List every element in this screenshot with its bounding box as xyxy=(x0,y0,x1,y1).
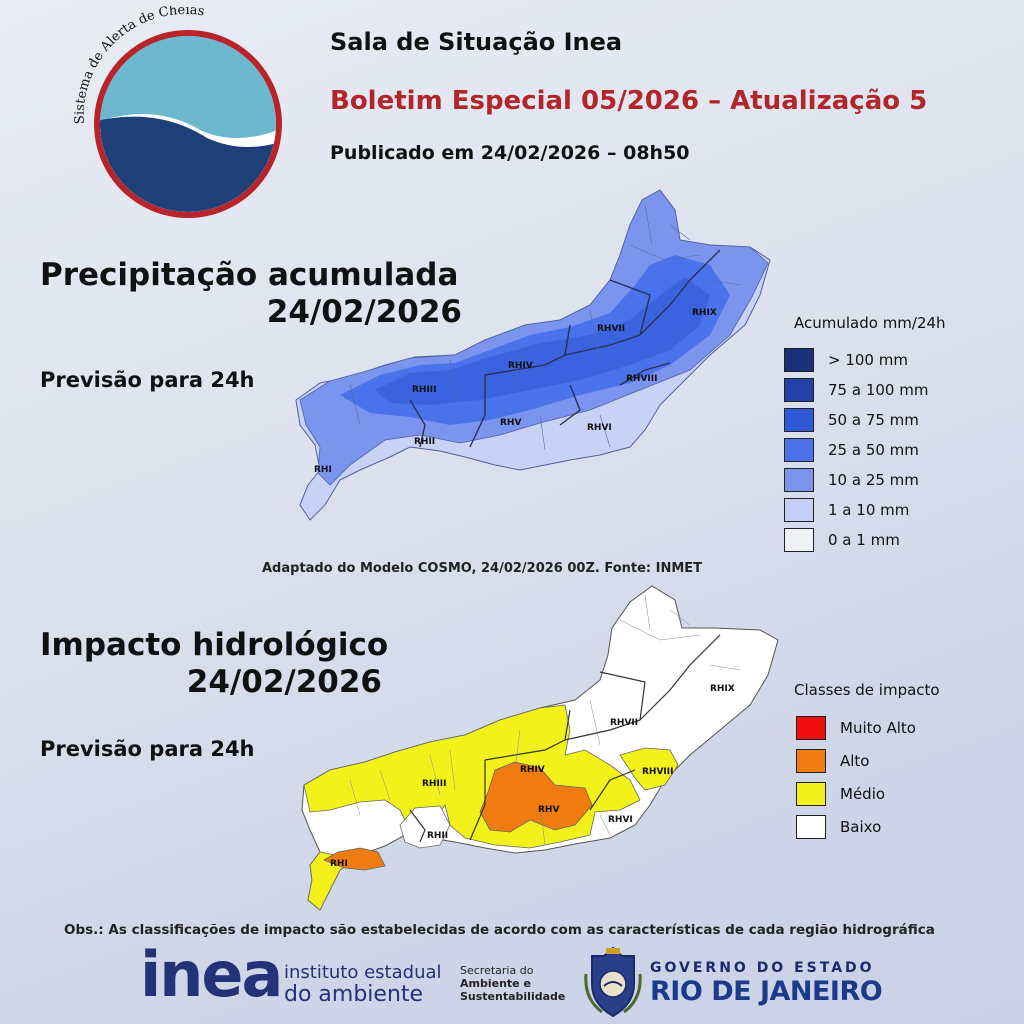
inea-subtitle-line1: instituto estadual xyxy=(284,962,442,983)
legend-swatch xyxy=(784,498,814,522)
svg-text:RHVII: RHVII xyxy=(597,324,625,334)
precipitation-map: RHI RHII RHIII RHIV RHV RHVI RHVII RHVII… xyxy=(295,189,771,521)
impact-date: 24/02/2026 xyxy=(186,664,382,700)
impact-note: Obs.: As classificações de impacto são e… xyxy=(64,922,935,938)
precipitation-forecast: Previsão para 24h xyxy=(40,368,255,392)
inea-subtitle-line2: do ambiente xyxy=(284,982,424,1007)
impact-legend-item: Baixo xyxy=(796,810,916,843)
published-date: Publicado em 24/02/2026 – 08h50 xyxy=(330,142,690,164)
rio-de-janeiro-label: RIO DE JANEIRO xyxy=(650,976,883,1007)
svg-text:RHVIII: RHVIII xyxy=(642,767,673,777)
secretaria-line3: Sustentabilidade xyxy=(460,990,566,1003)
legend-swatch xyxy=(784,348,814,372)
legend-swatch xyxy=(796,748,826,773)
legend-swatch xyxy=(796,814,826,839)
header-title: Sala de Situação Inea xyxy=(330,28,623,56)
precipitation-legend-item: 1 a 10 mm xyxy=(784,495,928,525)
precipitation-legend-item: 50 a 75 mm xyxy=(784,405,928,435)
precipitation-legend: > 100 mm 75 a 100 mm 50 a 75 mm 25 a 50 … xyxy=(784,345,928,555)
svg-text:RHVI: RHVI xyxy=(608,815,633,825)
svg-text:RHIX: RHIX xyxy=(710,684,735,694)
governo-label: GOVERNO DO ESTADO xyxy=(650,960,875,976)
precipitation-legend-item: 25 a 50 mm xyxy=(784,435,928,465)
impact-legend-item: Muito Alto xyxy=(796,711,916,744)
svg-text:RHII: RHII xyxy=(427,831,448,841)
legend-swatch xyxy=(784,438,814,462)
precipitation-legend-title: Acumulado mm/24h xyxy=(794,314,946,332)
precipitation-date: 24/02/2026 xyxy=(266,294,462,330)
impact-forecast: Previsão para 24h xyxy=(40,737,255,761)
precipitation-legend-item: 10 a 25 mm xyxy=(784,465,928,495)
svg-text:RHVIII: RHVIII xyxy=(626,374,657,384)
legend-swatch xyxy=(796,781,826,806)
svg-text:RHIV: RHIV xyxy=(520,765,545,775)
secretaria-line2: Ambiente e xyxy=(460,977,531,990)
legend-swatch xyxy=(784,378,814,402)
sistema-alerta-cheias-logo: Sistema de Alerta de Cheias xyxy=(73,6,282,218)
precipitation-legend-item: 0 a 1 mm xyxy=(784,525,928,555)
impact-title: Impacto hidrológico xyxy=(40,627,389,663)
legend-swatch xyxy=(784,408,814,432)
precipitation-title: Precipitação acumulada xyxy=(40,257,459,293)
secretaria-logo: Secretaria do Ambiente e Sustentabilidad… xyxy=(460,964,565,1003)
svg-text:RHVI: RHVI xyxy=(587,423,612,433)
svg-text:RHIV: RHIV xyxy=(508,361,533,371)
impact-legend-item: Médio xyxy=(796,777,916,810)
legend-swatch xyxy=(784,528,814,552)
bulletin-title: Boletim Especial 05/2026 – Atualização 5 xyxy=(330,86,928,116)
secretaria-line1: Secretaria do xyxy=(460,964,534,977)
impact-legend-title: Classes de impacto xyxy=(794,681,940,699)
svg-text:RHI: RHI xyxy=(330,859,348,869)
precipitation-legend-item: 75 a 100 mm xyxy=(784,375,928,405)
inea-logo: inea xyxy=(140,938,283,1011)
legend-swatch xyxy=(784,468,814,492)
svg-text:RHIX: RHIX xyxy=(692,308,717,318)
impact-legend-item: Alto xyxy=(796,744,916,777)
impact-legend: Muito Alto Alto Médio Baixo xyxy=(796,711,916,843)
impact-map: RHI RHII RHIII RHIV RHV RHVI RHVII RHVII… xyxy=(301,585,779,911)
svg-text:RHVII: RHVII xyxy=(610,718,638,728)
svg-text:RHV: RHV xyxy=(538,805,559,815)
precipitation-legend-item: > 100 mm xyxy=(784,345,928,375)
svg-text:RHV: RHV xyxy=(500,418,521,428)
rio-state-coat-of-arms-icon xyxy=(584,946,642,1018)
legend-swatch xyxy=(796,715,826,740)
svg-text:RHI: RHI xyxy=(314,465,332,475)
svg-text:RHII: RHII xyxy=(414,437,435,447)
svg-text:RHIII: RHIII xyxy=(422,779,447,789)
svg-text:RHIII: RHIII xyxy=(412,385,437,395)
precipitation-source: Adaptado do Modelo COSMO, 24/02/2026 00Z… xyxy=(262,561,703,576)
